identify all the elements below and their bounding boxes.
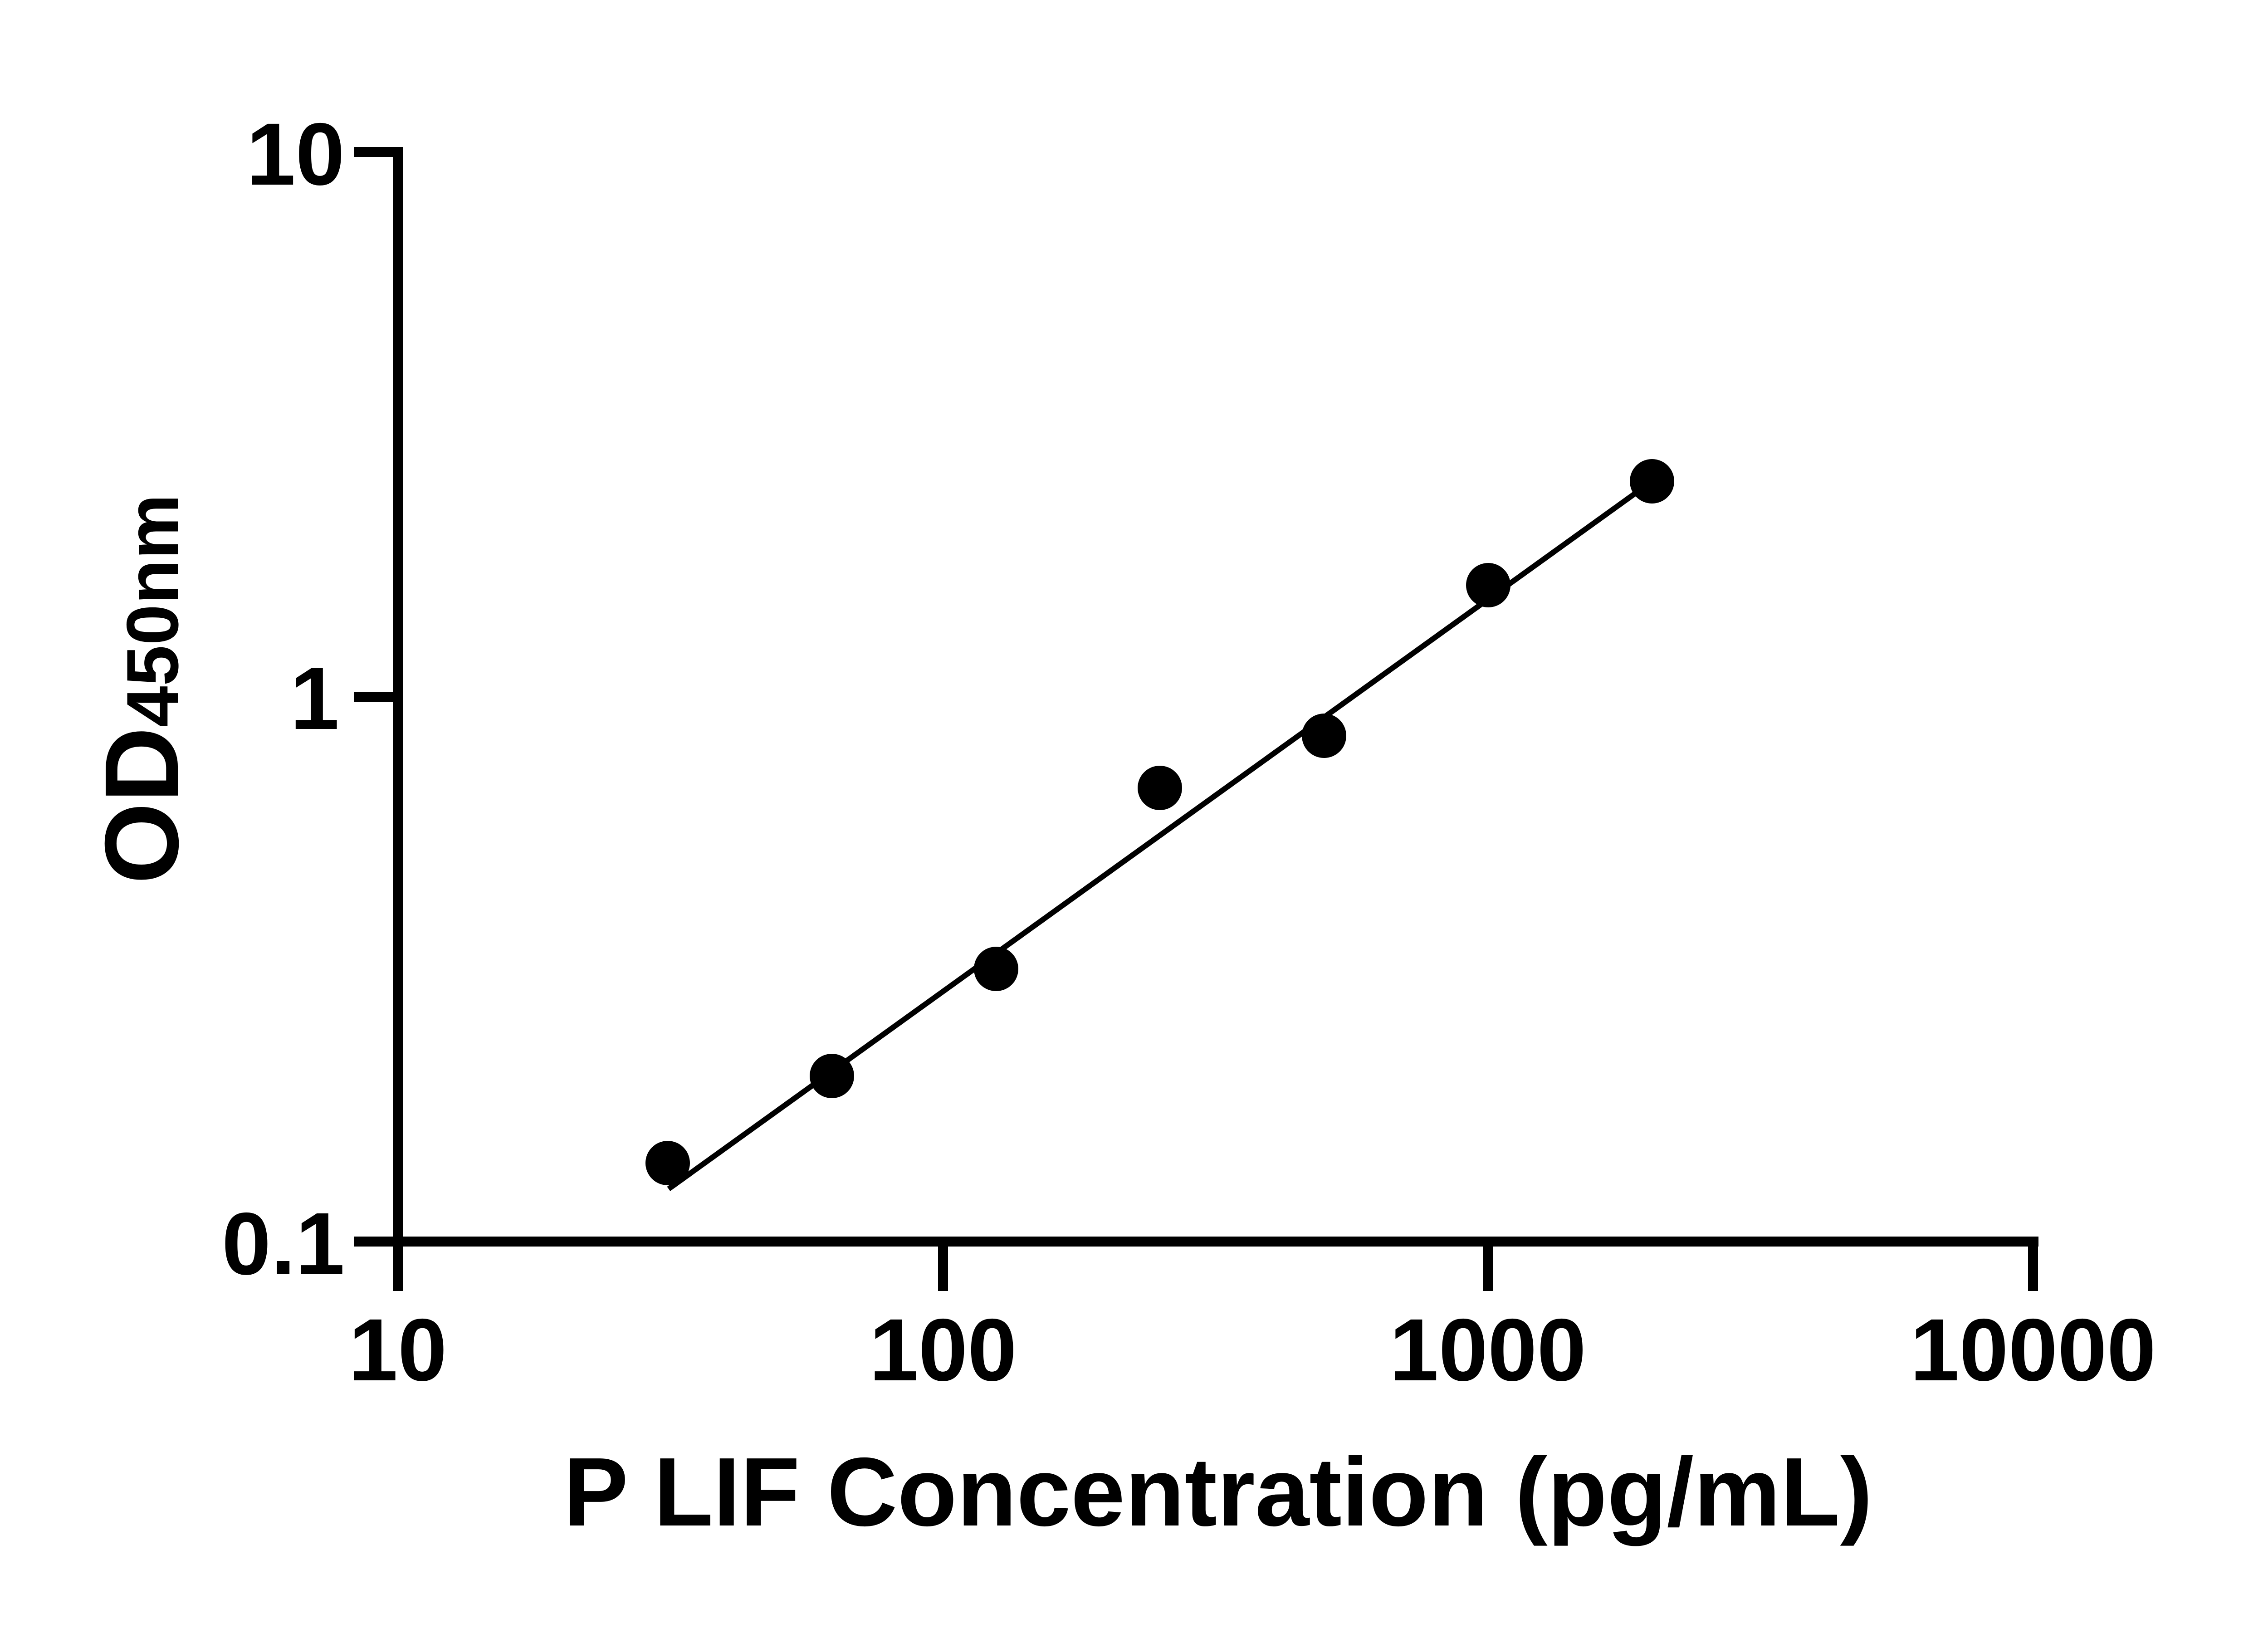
svg-text:P LIF Concentration (pg/mL): P LIF Concentration (pg/mL) [563, 1437, 1872, 1546]
svg-text:10: 10 [349, 1301, 447, 1399]
svg-text:10000: 10000 [1910, 1301, 2156, 1399]
svg-text:100: 100 [869, 1301, 1017, 1399]
svg-text:1: 1 [290, 649, 339, 748]
svg-text:1000: 1000 [1389, 1301, 1586, 1399]
svg-text:0.1: 0.1 [222, 1194, 345, 1293]
svg-text:10: 10 [246, 105, 345, 204]
